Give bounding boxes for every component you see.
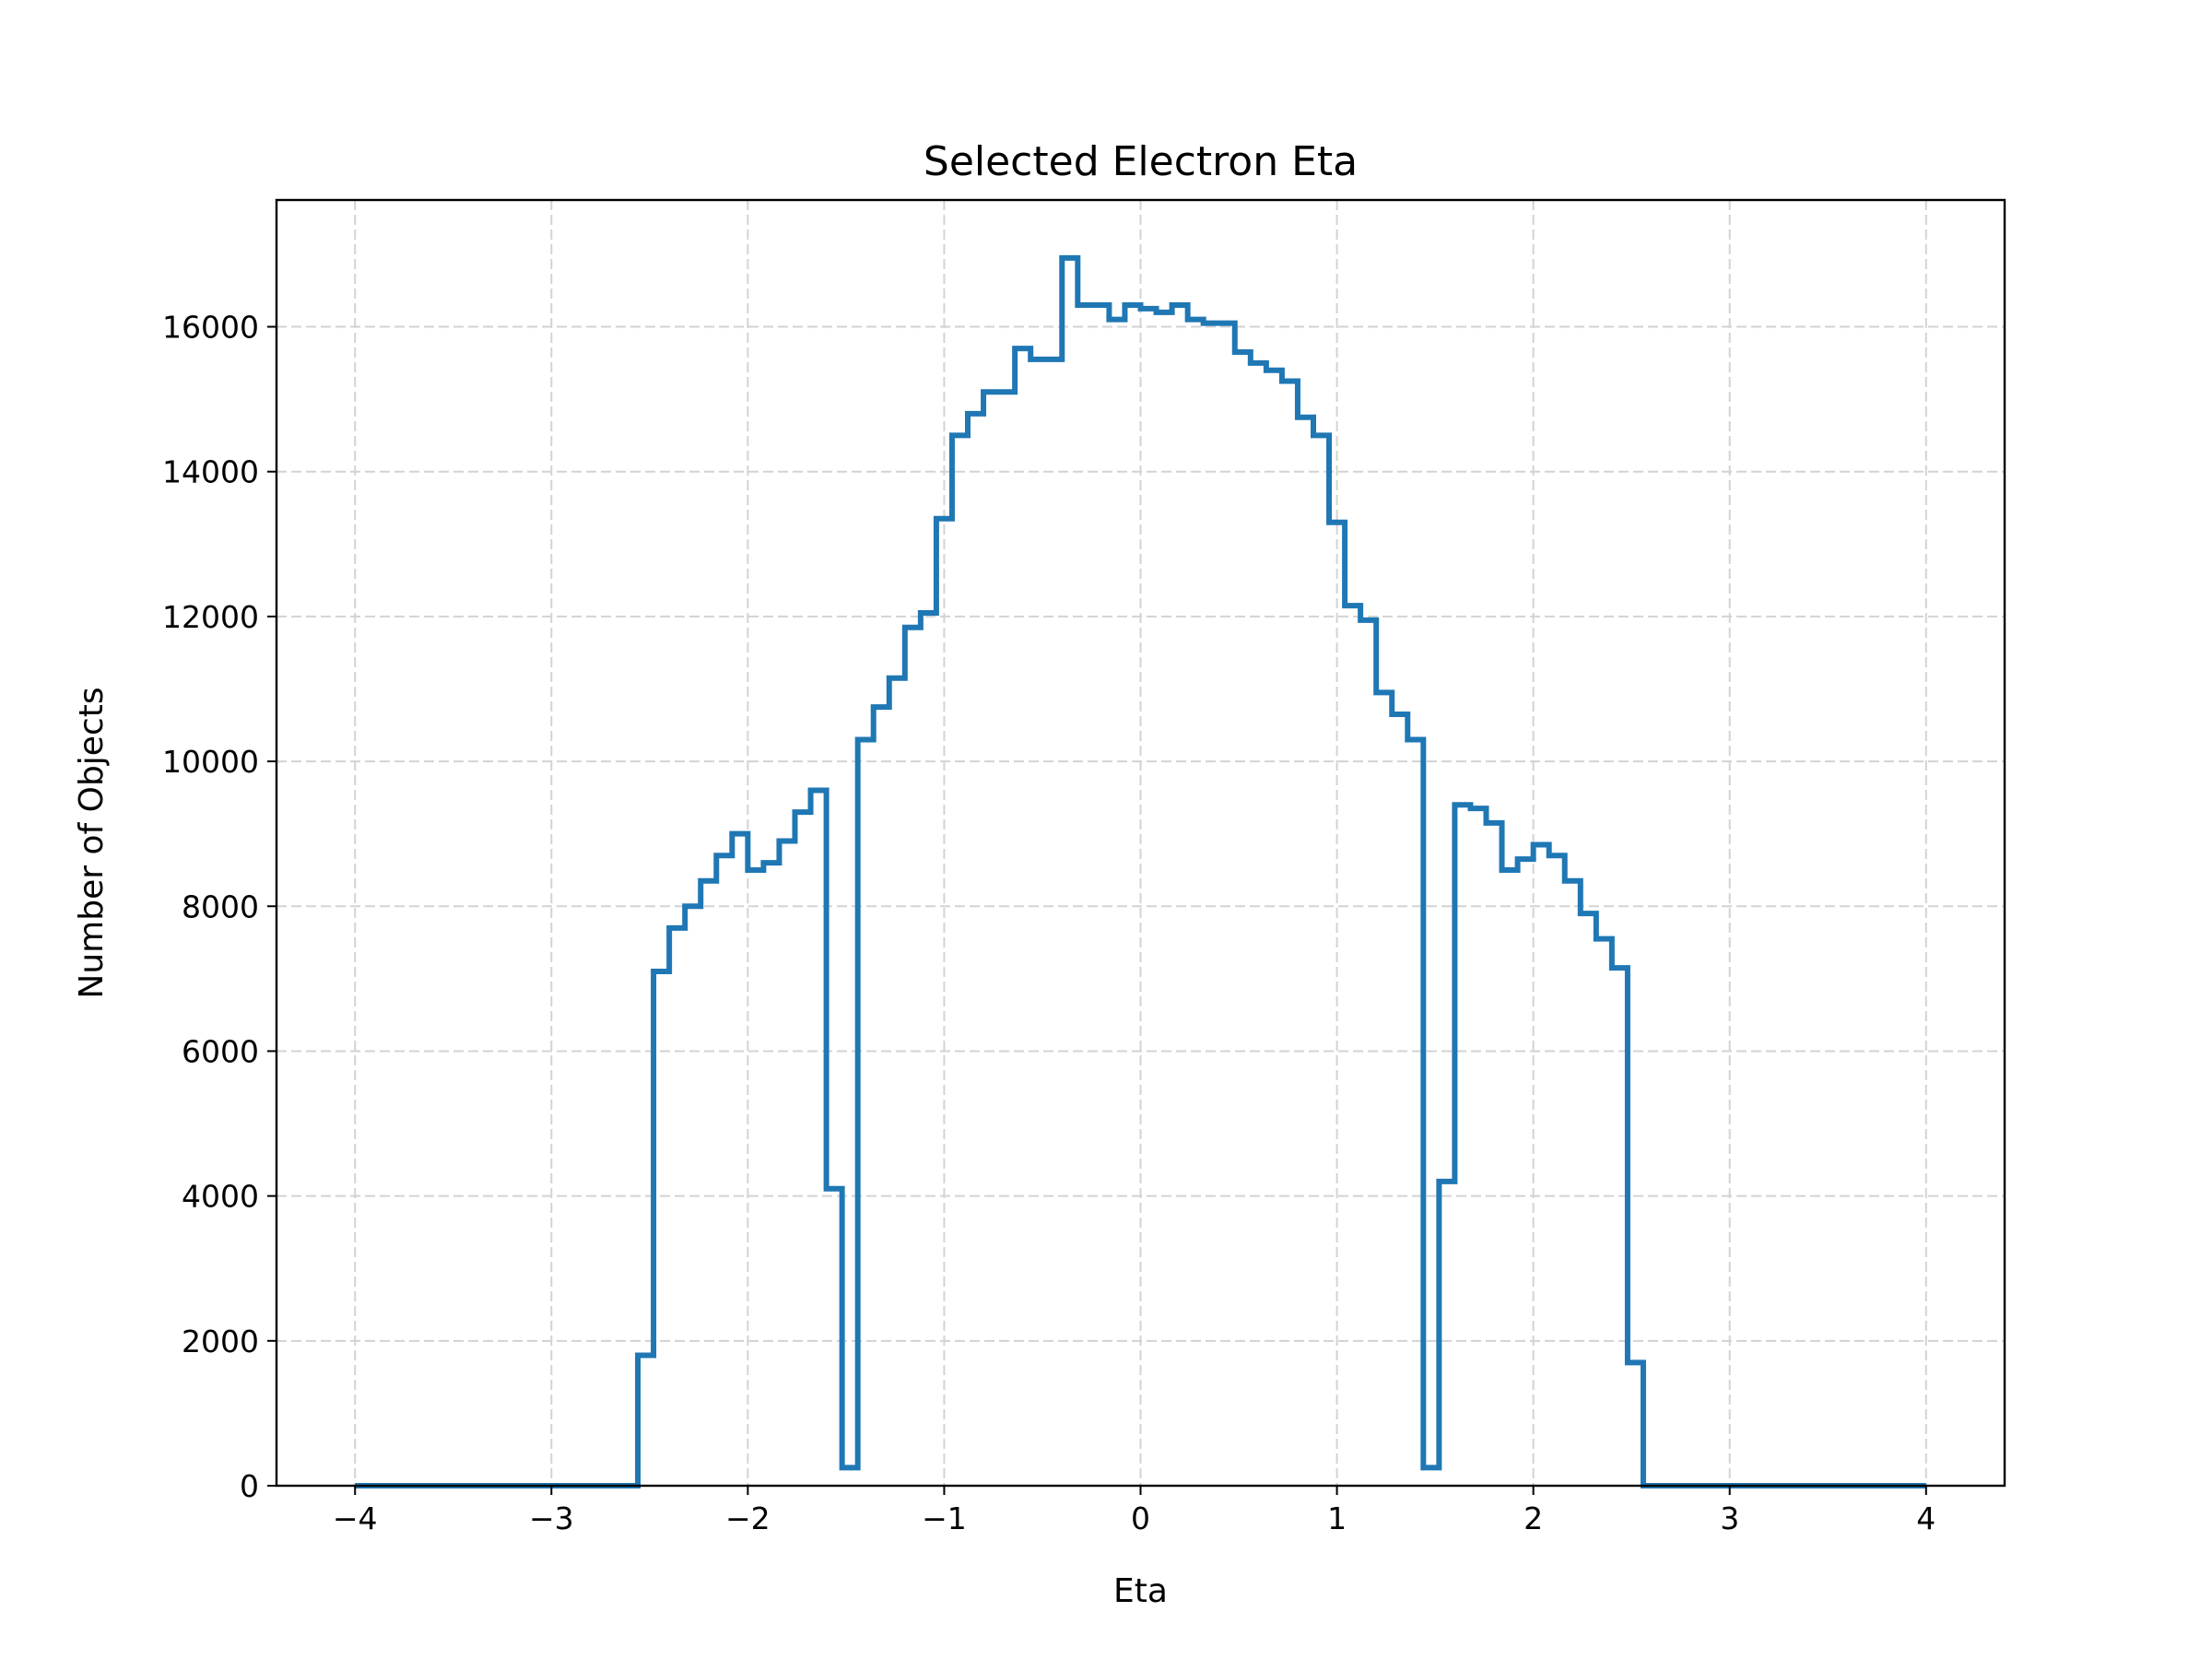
x-tick-label: 1 [1327,1500,1347,1536]
y-axis: 0 2000 4000 6000 8000 10000 12000 14000 16000 [162,310,276,1504]
x-tick-label: 2 [1524,1500,1543,1536]
chart-title: Selected Electron Eta [924,138,1358,185]
x-tick-label: 0 [1131,1500,1150,1536]
y-tick-label: 14000 [162,454,259,490]
x-tick-label: −1 [922,1500,967,1536]
y-tick-label: 4000 [182,1179,259,1215]
x-tick-label: −4 [333,1500,378,1536]
x-tick-label: −2 [725,1500,771,1536]
x-tick-label: 4 [1916,1500,1936,1536]
y-axis-label: Number of Objects [73,687,111,998]
histogram-series-line [355,254,1926,1488]
y-tick-label: 8000 [182,888,259,924]
x-tick-label: 3 [1720,1500,1739,1536]
x-axis-label: Eta [1113,1572,1168,1610]
y-tick-label: 6000 [182,1033,259,1069]
y-tick-label: 16000 [162,310,259,346]
y-tick-label: 0 [240,1468,259,1504]
grid [276,200,2005,1487]
y-tick-label: 10000 [162,744,259,780]
y-tick-label: 12000 [162,599,259,635]
x-tick-label: −3 [529,1500,574,1536]
y-tick-label: 2000 [182,1324,259,1359]
x-axis: −4 −3 −2 −1 0 1 2 3 4 [333,1486,1936,1536]
